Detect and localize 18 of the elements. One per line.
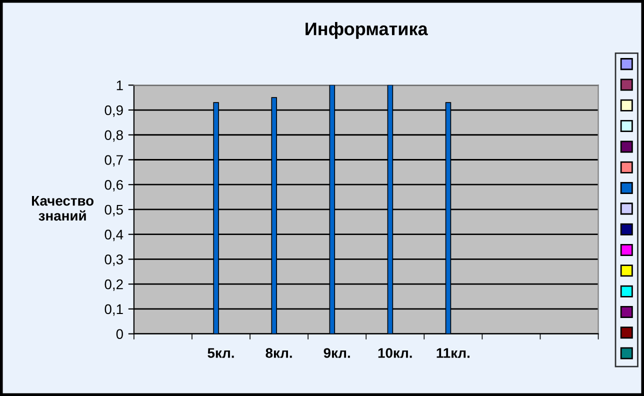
y-tick-label: 0,1	[104, 304, 123, 316]
chart-title: Информатика	[306, 22, 428, 39]
y-tick-label: 0,5	[104, 204, 123, 216]
y-tick-label: 0,2	[104, 279, 123, 291]
y-tick-label: 0,6	[104, 180, 123, 192]
y-tick-label: 0,9	[104, 105, 123, 117]
y-tick-label: 0	[116, 329, 123, 339]
x-tick-label: 8кл.	[266, 348, 292, 358]
x-tick-label: 10кл.	[378, 348, 412, 358]
y-tick-label: 0,4	[104, 230, 124, 242]
y-tick-label: 0,3	[104, 254, 123, 266]
x-tick-label: 5кл.	[208, 348, 234, 358]
y-axis-title: Качество знаний	[32, 196, 94, 221]
y-tick-label: 1	[116, 80, 123, 90]
x-tick-label: 11кл.	[436, 348, 470, 358]
y-tick-label: 0,7	[104, 155, 123, 167]
y-tick-label: 0,8	[104, 130, 123, 142]
x-tick-label: 9кл.	[324, 348, 350, 358]
